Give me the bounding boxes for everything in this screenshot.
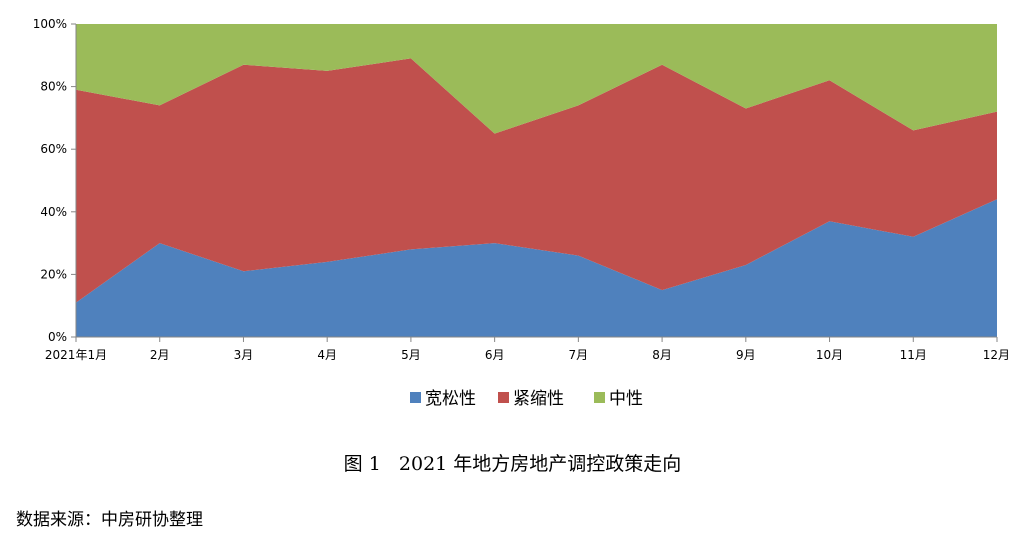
x-tick-label: 2月	[150, 348, 170, 362]
axes	[75, 24, 997, 338]
y-tick-label: 60%	[40, 142, 67, 156]
x-tick-label: 7月	[569, 348, 589, 362]
x-tick-label: 2021年1月	[45, 348, 107, 362]
legend-swatch	[498, 392, 509, 403]
x-tick-label: 11月	[900, 348, 927, 362]
x-tick-label: 8月	[652, 348, 672, 362]
y-tick-label: 40%	[40, 205, 67, 219]
stacked-area-chart: 0% 20% 40% 60% 80% 100% 2021年1月 2月 3月 4月 5月 6月 7月 8月…	[33, 17, 1010, 409]
legend-label: 宽松性	[425, 389, 476, 409]
area-series-2	[76, 58, 997, 303]
x-tick-label: 3月	[234, 348, 254, 362]
x-tick-label: 10月	[816, 348, 843, 362]
x-tick-labels: 2021年1月 2月 3月 4月 5月 6月 7月 8月 9月 10月 11月 12月	[45, 337, 1010, 362]
x-tick-label: 5月	[401, 348, 421, 362]
legend-label: 中性	[609, 389, 643, 409]
area-series-1	[76, 199, 997, 337]
legend: 宽松性 紧缩性 中性	[410, 389, 643, 409]
y-tick-label: 100%	[33, 17, 67, 31]
legend-swatch	[410, 392, 421, 403]
y-tick-label: 20%	[40, 267, 67, 281]
figure-caption: 图 1 2021 年地方房地产调控政策走向	[343, 453, 682, 475]
x-tick-label: 4月	[317, 348, 337, 362]
legend-label: 紧缩性	[513, 389, 564, 409]
x-tick-label: 12月	[983, 348, 1010, 362]
x-tick-label: 6月	[485, 348, 505, 362]
x-tick-label: 9月	[736, 348, 756, 362]
y-tick-labels: 0% 20% 40% 60% 80% 100%	[33, 17, 76, 344]
plot-areas	[76, 24, 997, 337]
y-tick-label: 80%	[40, 80, 67, 94]
data-source: 数据来源：中房研协整理	[16, 510, 203, 530]
area-series-3	[76, 24, 997, 134]
y-tick-label: 0%	[48, 330, 67, 344]
legend-swatch	[594, 392, 605, 403]
